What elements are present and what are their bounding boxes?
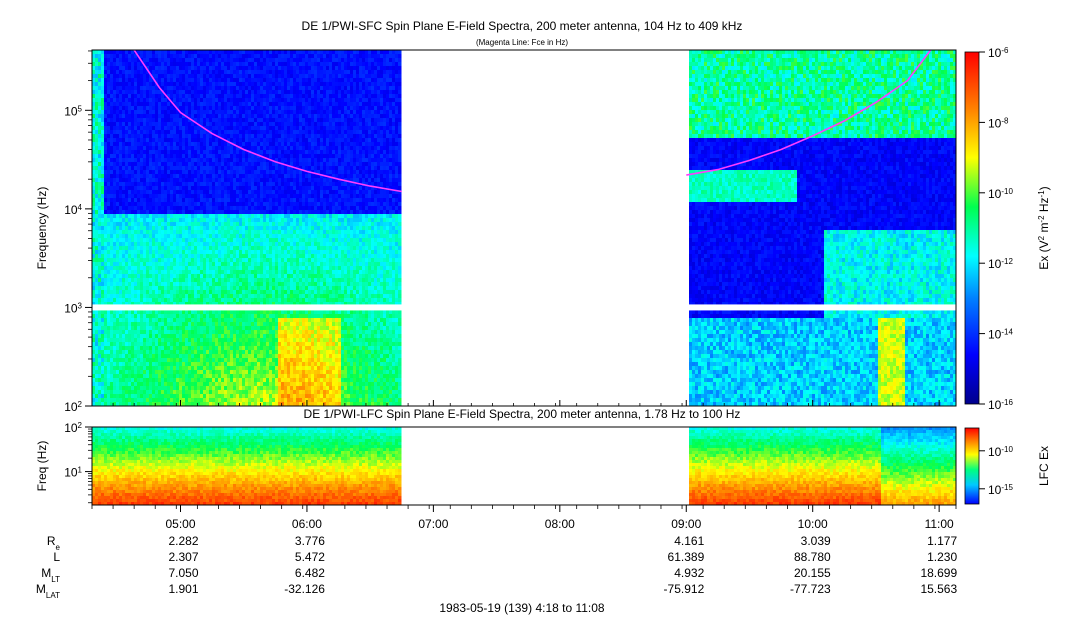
ephemeris-value: 2.307 <box>168 550 198 564</box>
lfc-y-axis: 102 101 <box>64 421 92 504</box>
ephemeris-value: 2.282 <box>168 534 198 548</box>
ephemeris-table: Re 2.282 3.776 4.161 3.039 1.177 L 2.307 5.472 61… <box>36 534 958 600</box>
ephemeris-value: 1.230 <box>927 550 957 564</box>
ephemeris-value: 61.389 <box>668 550 705 564</box>
time-tick-label: 10:00 <box>798 517 828 531</box>
lfc-spectrogram <box>92 427 956 505</box>
sfc-colorbar: 10-6 10-8 10-10 10-12 10-14 10-16 Ex (V2 m-2 … <box>964 46 1052 413</box>
time-tick-label: 05:00 <box>165 517 195 531</box>
sfc-colorbar-label: Ex (V2 m-2 Hz-1) <box>1037 186 1052 269</box>
fce-segment <box>133 50 402 193</box>
ephemeris-value: -77.723 <box>790 582 831 596</box>
sfc-y-tick-label: 103 <box>64 301 82 316</box>
time-tick-label: 11:00 <box>925 517 954 531</box>
ephemeris-value: 15.563 <box>920 582 957 596</box>
lfc-title: DE 1/PWI-LFC Spin Plane E-Field Spectra,… <box>304 407 741 421</box>
sfc-y-label: Frequency (Hz) <box>35 187 49 270</box>
lfc-y-tick-label: 101 <box>64 465 82 480</box>
sfc-y-tick-label: 105 <box>64 104 82 119</box>
sfc-colorbar-tick: 10-14 <box>988 327 1013 342</box>
time-tick-label: 08:00 <box>545 517 575 531</box>
sfc-colorbar-tick: 10-8 <box>988 116 1009 130</box>
sfc-y-tick-label: 102 <box>64 400 82 415</box>
ephemeris-value: 18.699 <box>920 566 957 580</box>
ephemeris-row-label: MLAT <box>36 582 60 600</box>
ephemeris-value: 4.161 <box>674 534 704 548</box>
ephemeris-value: 88.780 <box>794 550 831 564</box>
time-tick-label: 09:00 <box>671 517 701 531</box>
lfc-colorbar-tick: 10-15 <box>988 482 1013 497</box>
ephemeris-value: 4.932 <box>674 566 704 580</box>
time-axis: 05:00 06:00 07:00 08:00 09:00 10:00 11:00 <box>91 400 957 531</box>
lfc-y-label: Freq (Hz) <box>35 441 49 492</box>
ephemeris-value: 6.482 <box>295 566 325 580</box>
lfc-colorbar: 10-10 10-15 LFC Ex <box>964 427 1051 505</box>
ephemeris-value: 7.050 <box>168 566 198 580</box>
sfc-colorbar-tick: 10-16 <box>988 398 1013 413</box>
sfc-colorbar-tick: 10-10 <box>988 186 1013 201</box>
ephemeris-value: 3.039 <box>801 534 831 548</box>
sfc-spectrogram <box>92 50 956 406</box>
sfc-subtitle: (Magenta Line: Fce in Hz) <box>476 38 568 47</box>
sfc-y-tick-label: 104 <box>64 202 82 217</box>
sfc-title: DE 1/PWI-SFC Spin Plane E-Field Spectra,… <box>302 19 743 33</box>
sfc-colorbar-tick: 10-12 <box>988 257 1013 272</box>
sfc-panel: 105 104 103 102 Frequency (Hz) <box>35 49 957 415</box>
ephemeris-value: -32.126 <box>284 582 325 596</box>
time-range-footer: 1983-05-19 (139) 4:18 to 11:08 <box>439 601 605 615</box>
ephemeris-row-label: L <box>53 550 60 564</box>
time-tick-label: 06:00 <box>292 517 322 531</box>
lfc-colorbar-label: LFC Ex <box>1037 446 1051 486</box>
sfc-colorbar-tick: 10-6 <box>988 46 1009 61</box>
sfc-y-axis: 105 104 103 102 <box>64 50 92 415</box>
ephemeris-value: 20.155 <box>794 566 831 580</box>
ephemeris-value: 1.177 <box>927 534 957 548</box>
fce-line <box>133 50 932 193</box>
lfc-colorbar-tick: 10-10 <box>988 444 1013 459</box>
ephemeris-value: -75.912 <box>664 582 705 596</box>
ephemeris-value: 1.901 <box>168 582 198 596</box>
lfc-panel: 102 101 Freq (Hz) <box>35 421 957 506</box>
ephemeris-value: 3.776 <box>295 534 325 548</box>
ephemeris-row-label: MLT <box>41 566 60 584</box>
ephemeris-value: 5.472 <box>295 550 325 564</box>
fce-segment <box>686 50 932 176</box>
lfc-y-tick-label: 102 <box>64 421 82 436</box>
time-tick-label: 07:00 <box>418 517 448 531</box>
ephemeris-row-label: Re <box>47 534 61 552</box>
